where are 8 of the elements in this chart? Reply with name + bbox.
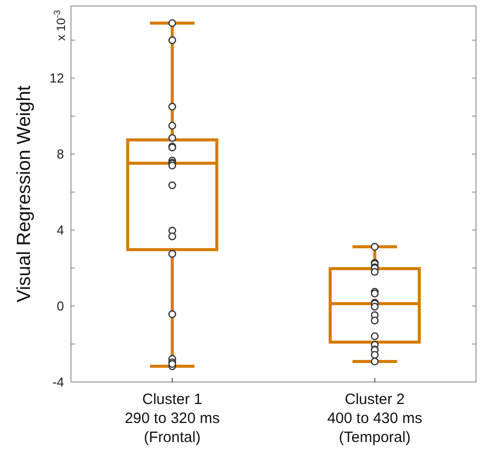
y-tick-label: 12	[50, 70, 64, 86]
y-tick-label: 8	[56, 146, 64, 162]
y-tick-label: 0	[56, 298, 64, 314]
x-tick-label: Cluster 1 290 to 320 ms (Frontal)	[124, 391, 220, 446]
y-tick-label: 4	[56, 222, 64, 238]
y-tick-label: -4	[52, 374, 64, 390]
y-axis-title: Visual Regression Weight	[14, 84, 35, 302]
x-tick-label: Cluster 2 400 to 430 ms (Temporal)	[327, 391, 422, 446]
